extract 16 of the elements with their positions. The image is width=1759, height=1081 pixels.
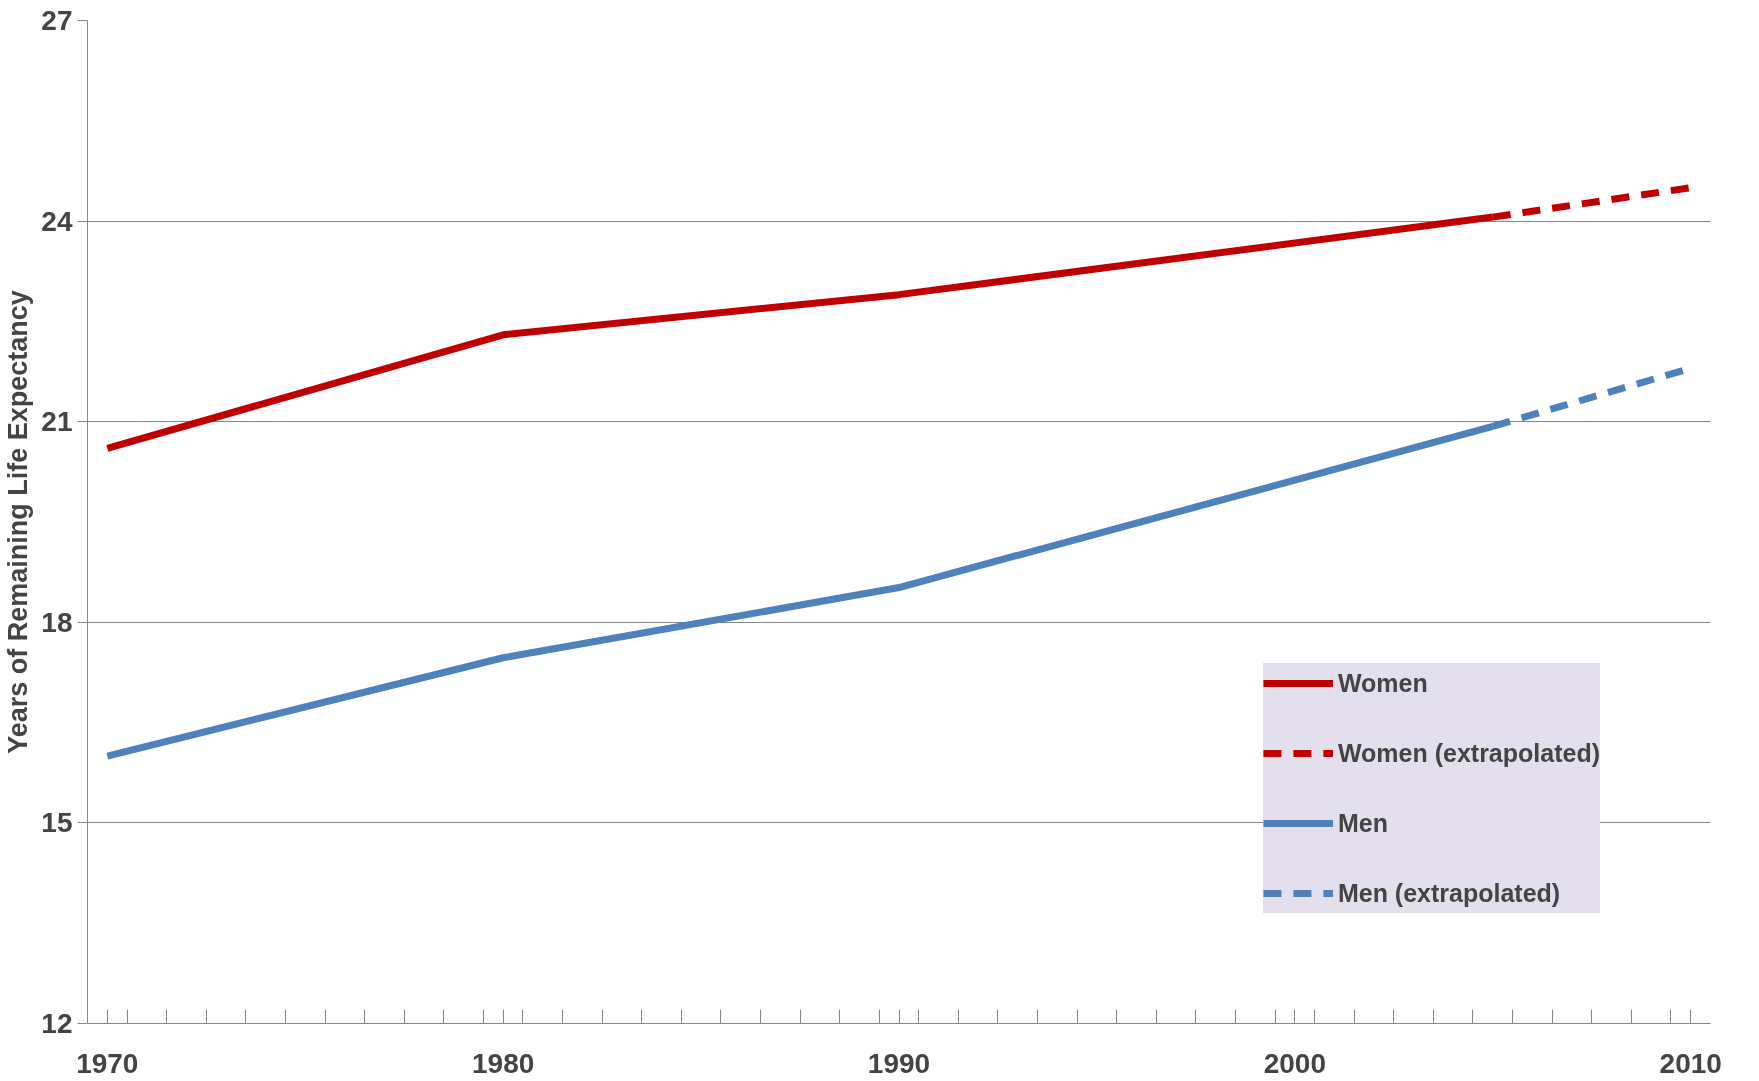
y-tick-label: 27 [41, 5, 73, 36]
y-axis-title: Years of Remaining Life Expectancy [3, 290, 34, 754]
x-tick-label: 2000 [1263, 1047, 1327, 1079]
legend-label: Women (extrapolated) [1337, 737, 1600, 769]
y-tick-label: 12 [41, 1008, 73, 1039]
legend-label: Women [1337, 667, 1428, 699]
legend-label: Men [1337, 807, 1388, 839]
x-tick-label: 1990 [867, 1047, 931, 1079]
x-tick-label: 2010 [1659, 1047, 1722, 1079]
y-tick-label: 15 [41, 807, 73, 839]
y-tick-label: 21 [41, 406, 73, 438]
y-tick-label: 18 [41, 606, 73, 638]
y-tick-label: 24 [41, 205, 73, 237]
legend-label: Men (extrapolated) [1337, 877, 1561, 909]
x-tick-label: 1970 [76, 1047, 139, 1079]
x-tick-label: 1980 [472, 1047, 535, 1079]
